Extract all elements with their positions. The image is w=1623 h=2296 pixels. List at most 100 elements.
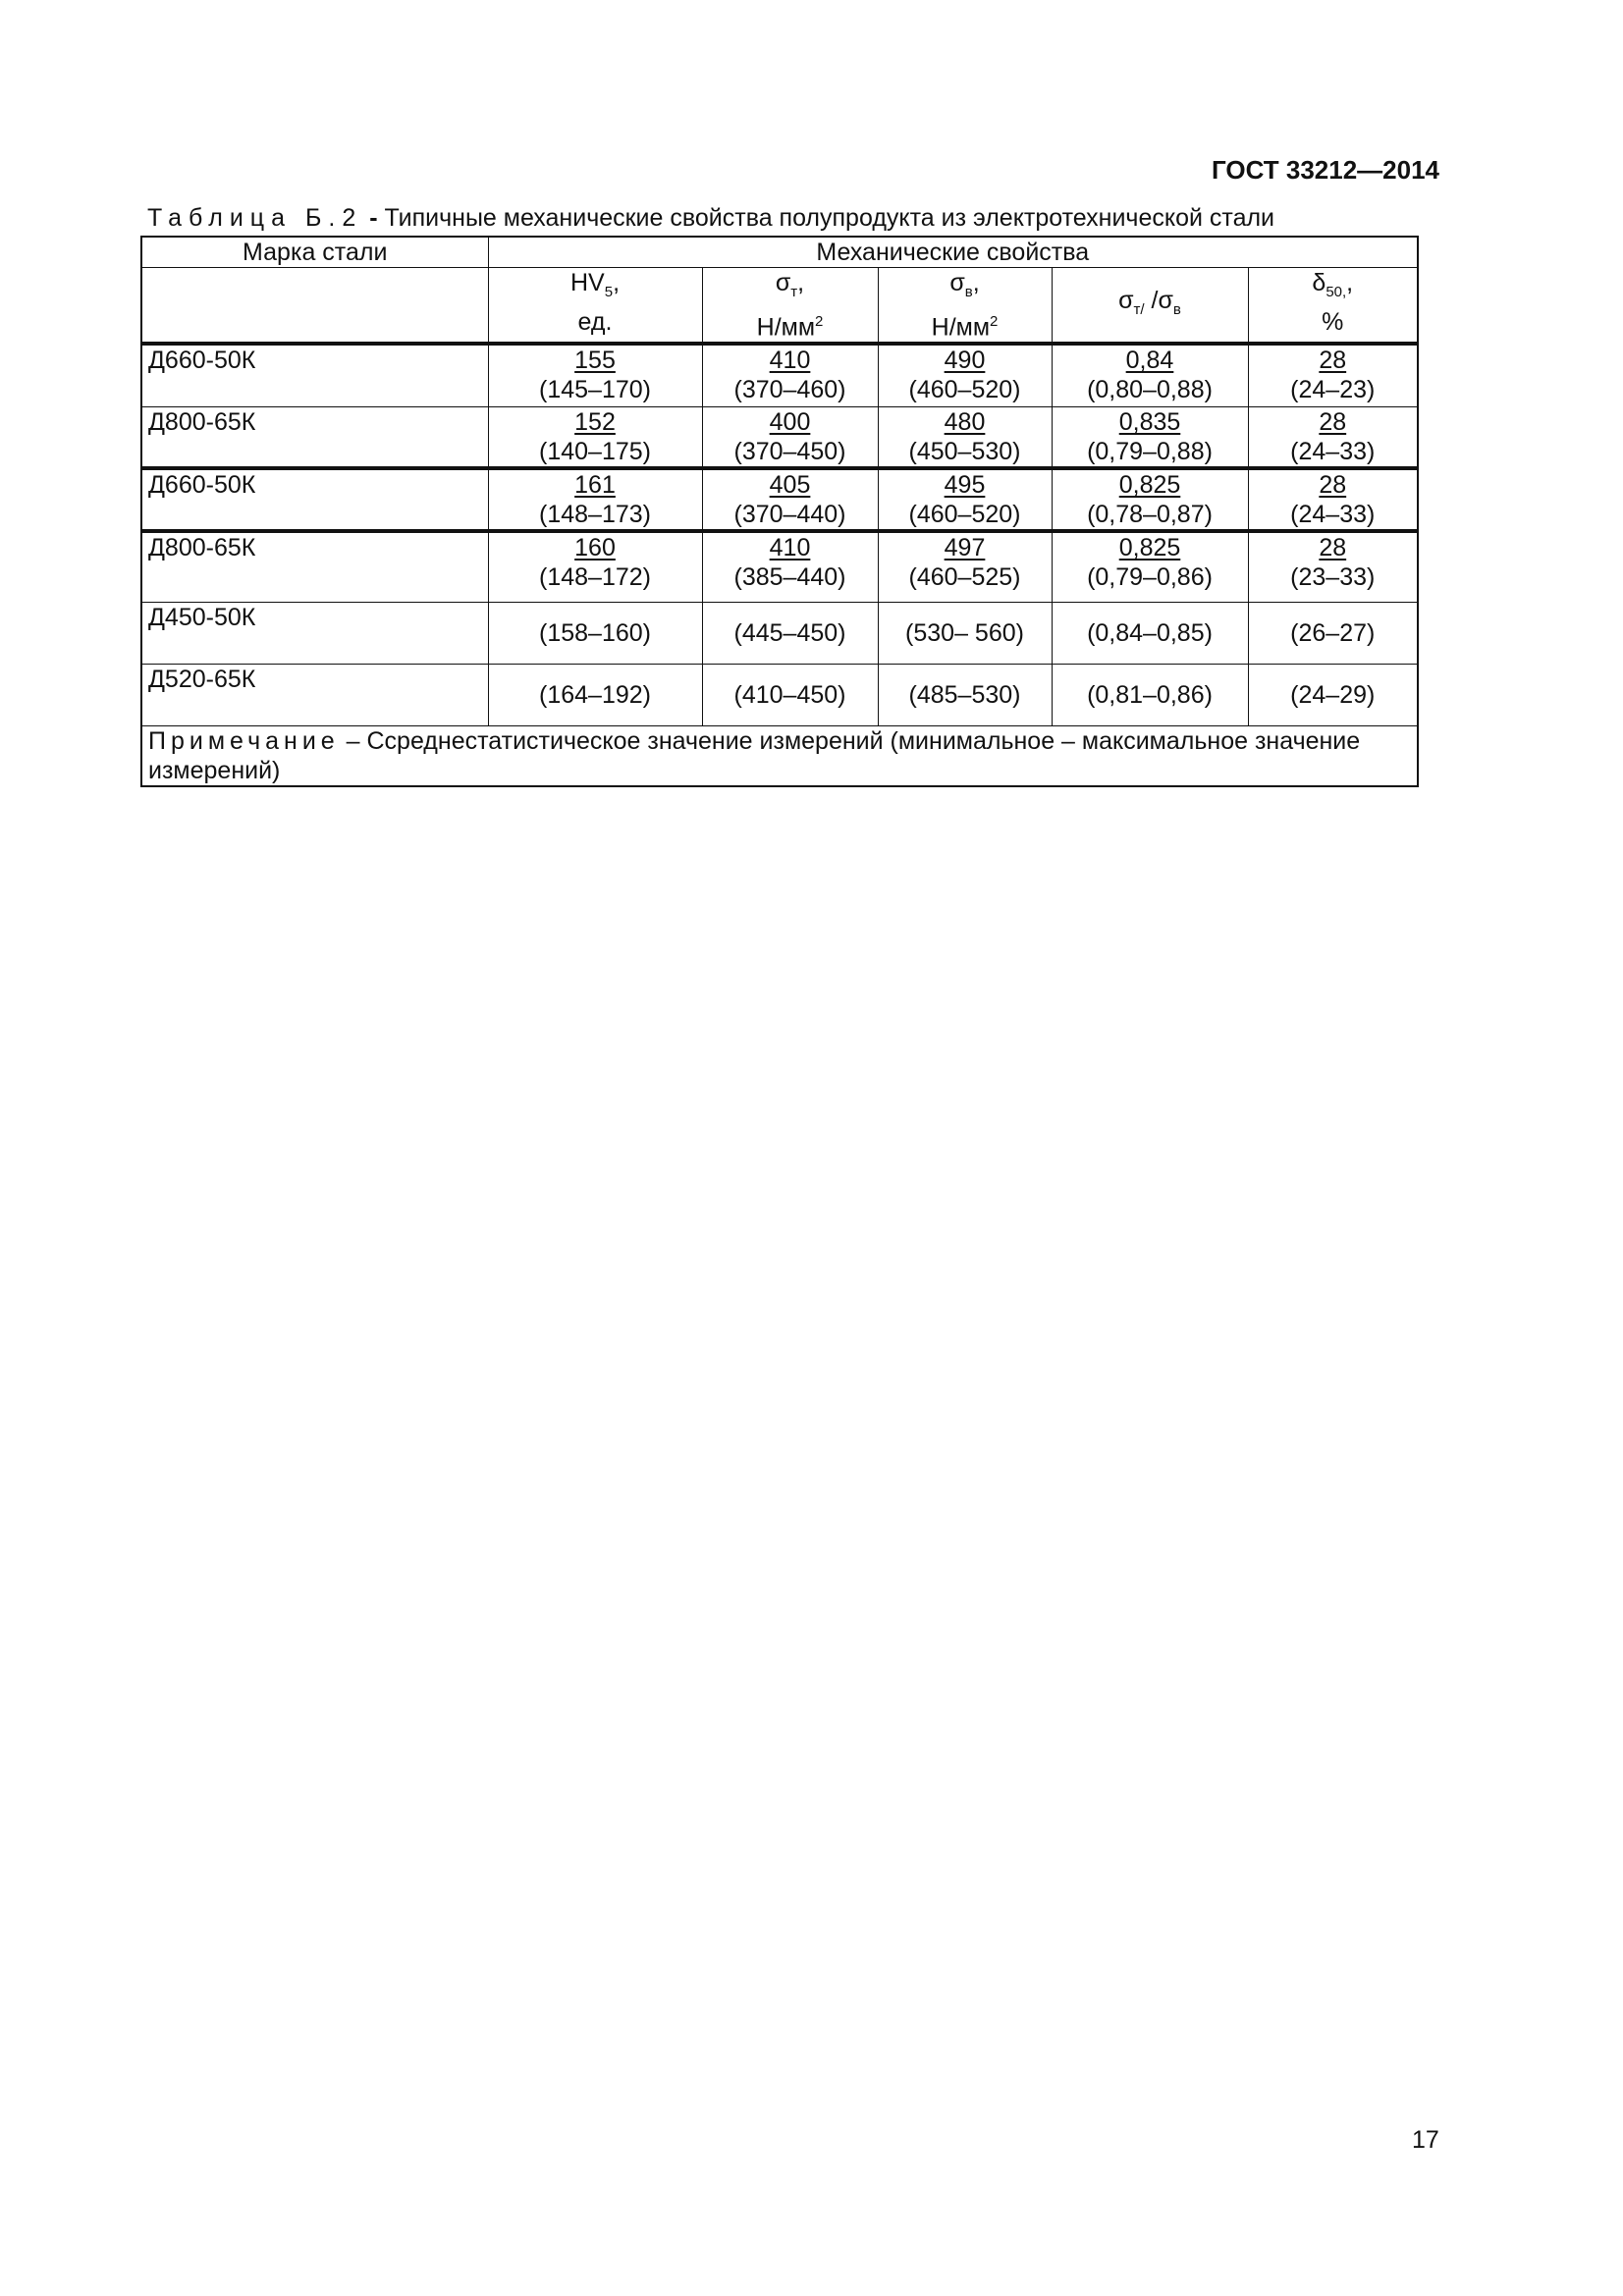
note-text: – Ссреднестатистическое значение измерен… bbox=[148, 726, 1361, 784]
value-cell: 480 (450–530) bbox=[877, 405, 1053, 469]
col-tail: , bbox=[972, 269, 980, 296]
range-value: (0,79–0,86) bbox=[1087, 563, 1213, 592]
range-value: (385–440) bbox=[733, 563, 846, 592]
header-column: HV5, ед. bbox=[487, 267, 703, 345]
col-subscript: т/ bbox=[1133, 300, 1145, 318]
value-cell: 405 (370–440) bbox=[701, 466, 879, 532]
col-tail: , bbox=[797, 269, 805, 296]
mean-value: 400 bbox=[769, 407, 811, 436]
range-value: (26–27) bbox=[1290, 618, 1376, 647]
range-value: (450–530) bbox=[908, 437, 1021, 465]
value-cell: 161 (148–173) bbox=[487, 466, 703, 532]
col-symbol: σ bbox=[1118, 286, 1134, 314]
table-row: Д800-65К 152 (140–175) 400 (370–450) 480 (450–… bbox=[140, 405, 1419, 469]
table-caption: Таблица Б.2 - Типичные механические свой… bbox=[147, 204, 1274, 233]
mean-value: 405 bbox=[769, 471, 811, 500]
mean-value: 152 bbox=[574, 407, 616, 436]
mean-value: 28 bbox=[1319, 534, 1347, 562]
value-cell: (445–450) bbox=[701, 601, 879, 665]
table-row: Д800-65К 160 (148–172) 410 (385–440) 497 (460–… bbox=[140, 529, 1419, 603]
range-value: (140–175) bbox=[539, 437, 651, 465]
page-number: 17 bbox=[1412, 2126, 1439, 2154]
mean-value: 0,825 bbox=[1118, 471, 1181, 500]
range-value: (148–173) bbox=[539, 501, 651, 529]
table-note: Примечание – Ссреднестатистическое значе… bbox=[140, 724, 1419, 787]
steel-grade: Д660-50К bbox=[140, 342, 489, 407]
range-value: (145–170) bbox=[539, 376, 651, 404]
mean-value: 28 bbox=[1319, 471, 1347, 500]
value-cell: 497 (460–525) bbox=[877, 529, 1053, 603]
col-subscript: т bbox=[790, 284, 798, 300]
range-value: (24–23) bbox=[1290, 376, 1376, 404]
mean-value: 497 bbox=[944, 534, 986, 562]
range-value: (0,80–0,88) bbox=[1087, 376, 1213, 404]
value-cell: (24–29) bbox=[1247, 663, 1419, 726]
range-value: (24–33) bbox=[1290, 437, 1376, 465]
col-symbol: σ bbox=[949, 269, 965, 296]
col-unit: % bbox=[1322, 308, 1344, 336]
col-symbol: δ bbox=[1312, 269, 1326, 296]
range-value: (148–172) bbox=[539, 563, 651, 592]
caption-title: Типичные механические свойства полупроду… bbox=[384, 204, 1275, 232]
mean-value: 0,84 bbox=[1125, 347, 1174, 375]
col-unit: Н/мм bbox=[756, 313, 816, 342]
header-group: Механические свойства bbox=[487, 236, 1419, 268]
header-grade: Марка стали bbox=[140, 236, 489, 268]
steel-grade: Д520-65К bbox=[140, 663, 489, 726]
value-cell: (410–450) bbox=[701, 663, 879, 726]
value-cell: 28 (24–33) bbox=[1247, 466, 1419, 532]
value-cell: 0,825 (0,79–0,86) bbox=[1051, 529, 1249, 603]
value-cell: 400 (370–450) bbox=[701, 405, 879, 469]
range-value: (485–530) bbox=[908, 680, 1021, 709]
range-value: (158–160) bbox=[539, 618, 651, 647]
col-subscript: в bbox=[964, 284, 973, 300]
value-cell: 495 (460–520) bbox=[877, 466, 1053, 532]
caption-label: Таблица Б.2 bbox=[147, 204, 363, 232]
mean-value: 160 bbox=[574, 534, 616, 562]
range-value: (530– 560) bbox=[905, 618, 1024, 647]
range-value: (460–520) bbox=[908, 376, 1021, 404]
value-cell: (530– 560) bbox=[877, 601, 1053, 665]
table-row: Д450-50К (158–160) (445–450) (530– 560) (0,8… bbox=[140, 601, 1419, 665]
col-tail: , bbox=[1346, 269, 1354, 296]
range-value: (370–450) bbox=[733, 437, 846, 465]
col-subscript: 5 bbox=[604, 284, 614, 300]
steel-grade: Д800-65К bbox=[140, 529, 489, 603]
value-cell: 490 (460–520) bbox=[877, 342, 1053, 407]
range-value: (460–525) bbox=[908, 563, 1021, 592]
value-cell: 410 (370–460) bbox=[701, 342, 879, 407]
range-value: (24–29) bbox=[1290, 680, 1376, 709]
col-subscript2: в bbox=[1172, 300, 1181, 318]
range-value: (410–450) bbox=[733, 680, 846, 709]
mean-value: 480 bbox=[944, 407, 986, 436]
mean-value: 410 bbox=[769, 534, 811, 562]
col-unit: ед. bbox=[577, 308, 613, 336]
range-value: (0,84–0,85) bbox=[1087, 618, 1213, 647]
mean-value: 28 bbox=[1319, 347, 1347, 375]
steel-grade: Д800-65К bbox=[140, 405, 489, 469]
range-value: (23–33) bbox=[1290, 563, 1376, 592]
range-value: (0,78–0,87) bbox=[1087, 501, 1213, 529]
col-symbol: HV bbox=[569, 269, 605, 296]
value-cell: (485–530) bbox=[877, 663, 1053, 726]
value-cell: 28 (23–33) bbox=[1247, 529, 1419, 603]
range-value: (445–450) bbox=[733, 618, 846, 647]
table-row: Д660-50К 161 (148–173) 405 (370–440) 495 (460–… bbox=[140, 466, 1419, 532]
header-column: δ50,,% bbox=[1247, 267, 1419, 345]
value-cell: 0,84 (0,80–0,88) bbox=[1051, 342, 1249, 407]
value-cell: 0,825 (0,78–0,87) bbox=[1051, 466, 1249, 532]
range-value: (164–192) bbox=[539, 680, 651, 709]
value-cell: 28 (24–33) bbox=[1247, 405, 1419, 469]
value-cell: (0,84–0,85) bbox=[1051, 601, 1249, 665]
col-unit-power: 2 bbox=[990, 313, 999, 330]
value-cell: 0,835 (0,79–0,88) bbox=[1051, 405, 1249, 469]
header-column: σт/ /σв bbox=[1051, 267, 1249, 345]
range-value: (0,79–0,88) bbox=[1087, 437, 1213, 465]
mean-value: 155 bbox=[574, 347, 616, 375]
header-column: σт, Н/мм2 bbox=[701, 267, 879, 345]
caption-dash: - bbox=[369, 204, 378, 232]
header-empty bbox=[140, 267, 489, 345]
value-cell: (0,81–0,86) bbox=[1051, 663, 1249, 726]
properties-table: Марка стали Механические свойства HV5, ед… bbox=[140, 236, 1420, 787]
table-row: Д660-50К 155 (145–170) 410 (370–460) 490 (460–… bbox=[140, 342, 1419, 407]
